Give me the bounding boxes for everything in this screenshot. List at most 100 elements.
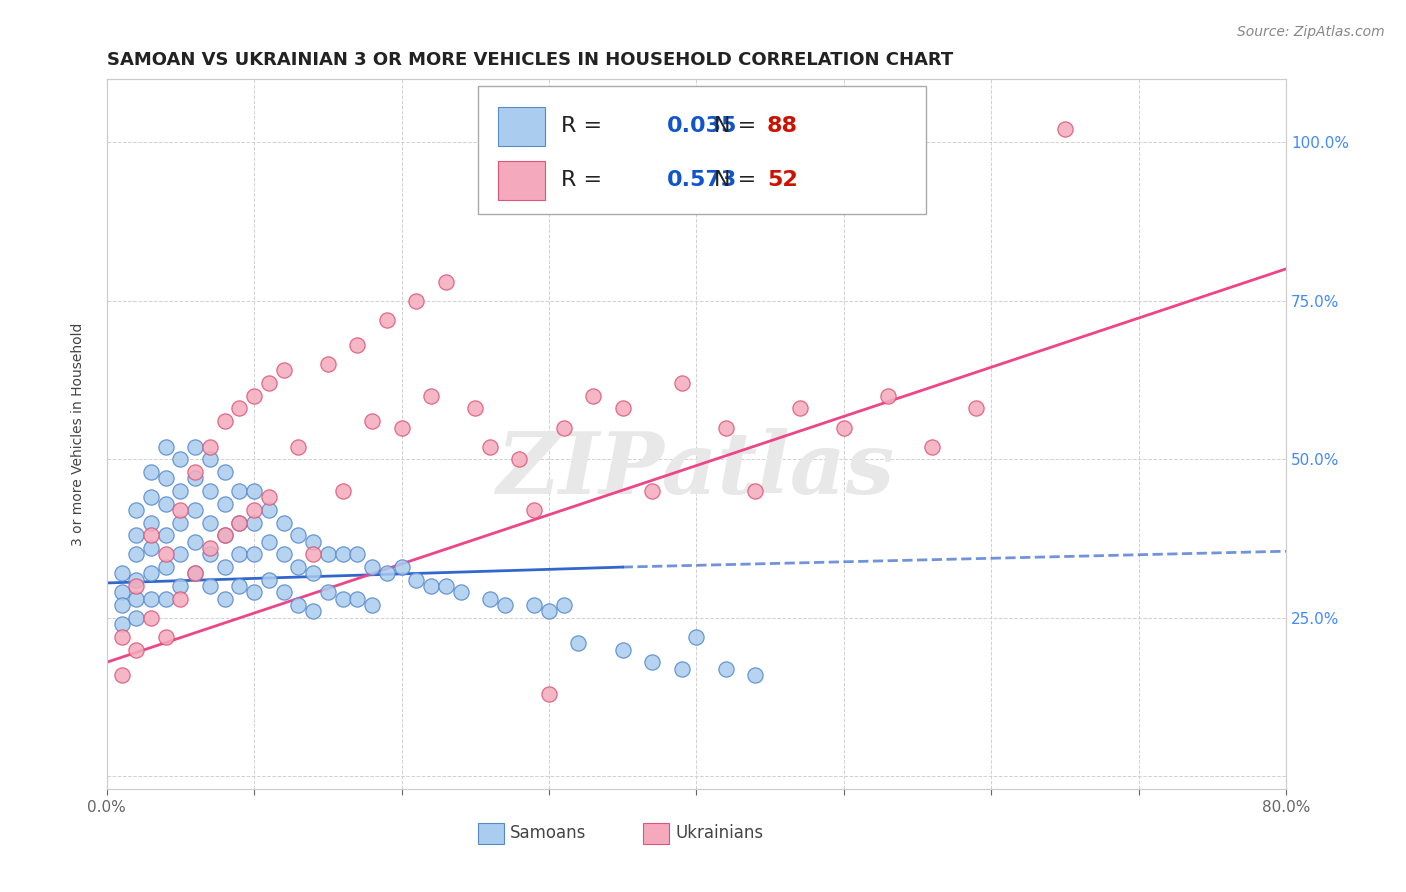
Point	[155, 440, 177, 454]
Point	[273, 516, 295, 530]
Point	[243, 389, 266, 403]
Text: Ukrainians: Ukrainians	[675, 824, 763, 842]
Text: R =: R =	[561, 116, 609, 136]
Text: 52: 52	[768, 170, 797, 190]
Point	[214, 414, 236, 428]
Point	[405, 293, 427, 308]
Point	[125, 611, 148, 625]
Point	[316, 357, 339, 371]
Point	[198, 440, 221, 454]
Point	[243, 585, 266, 599]
Point	[155, 630, 177, 644]
Point	[110, 585, 132, 599]
Point	[155, 591, 177, 606]
Point	[169, 483, 191, 498]
Point	[198, 516, 221, 530]
Point	[332, 548, 354, 562]
Point	[139, 516, 162, 530]
Point	[169, 452, 191, 467]
Point	[110, 598, 132, 612]
Point	[685, 630, 707, 644]
Text: R =: R =	[561, 170, 609, 190]
Point	[553, 420, 575, 434]
Point	[257, 503, 280, 517]
Point	[361, 414, 384, 428]
Point	[228, 579, 250, 593]
Point	[537, 605, 560, 619]
Point	[214, 465, 236, 479]
Point	[641, 483, 664, 498]
Point	[110, 630, 132, 644]
Point	[434, 579, 457, 593]
FancyBboxPatch shape	[478, 86, 927, 213]
Point	[450, 585, 472, 599]
Point	[243, 483, 266, 498]
Point	[214, 560, 236, 574]
Point	[184, 534, 207, 549]
Point	[243, 503, 266, 517]
Point	[361, 598, 384, 612]
Point	[479, 591, 502, 606]
Point	[155, 548, 177, 562]
Point	[228, 516, 250, 530]
Text: N =: N =	[714, 170, 763, 190]
Point	[257, 573, 280, 587]
Point	[567, 636, 589, 650]
Point	[169, 548, 191, 562]
Point	[420, 389, 443, 403]
Point	[228, 516, 250, 530]
FancyBboxPatch shape	[478, 822, 505, 844]
Point	[714, 662, 737, 676]
Point	[125, 528, 148, 542]
Point	[287, 560, 309, 574]
Point	[169, 503, 191, 517]
Point	[434, 275, 457, 289]
Point	[214, 497, 236, 511]
Point	[139, 566, 162, 581]
Point	[553, 598, 575, 612]
FancyBboxPatch shape	[498, 107, 546, 145]
Point	[198, 579, 221, 593]
Point	[184, 465, 207, 479]
Point	[257, 534, 280, 549]
Point	[346, 548, 368, 562]
Point	[155, 471, 177, 485]
Point	[420, 579, 443, 593]
Point	[184, 440, 207, 454]
Point	[361, 560, 384, 574]
Point	[523, 503, 546, 517]
Point	[464, 401, 486, 416]
Point	[243, 516, 266, 530]
Point	[169, 591, 191, 606]
Point	[184, 471, 207, 485]
Point	[714, 420, 737, 434]
Point	[169, 516, 191, 530]
Point	[744, 668, 766, 682]
Point	[214, 591, 236, 606]
Point	[139, 611, 162, 625]
Point	[125, 503, 148, 517]
Point	[139, 465, 162, 479]
Point	[523, 598, 546, 612]
Text: 88: 88	[768, 116, 799, 136]
Point	[316, 585, 339, 599]
Point	[671, 376, 693, 390]
Point	[110, 617, 132, 632]
Point	[273, 363, 295, 377]
FancyBboxPatch shape	[498, 161, 546, 200]
Point	[316, 548, 339, 562]
Point	[243, 548, 266, 562]
Point	[302, 566, 325, 581]
Point	[287, 528, 309, 542]
Point	[921, 440, 943, 454]
Text: ZIPatlas: ZIPatlas	[498, 427, 896, 511]
Text: Samoans: Samoans	[510, 824, 586, 842]
Point	[257, 491, 280, 505]
Point	[139, 541, 162, 555]
Point	[139, 491, 162, 505]
FancyBboxPatch shape	[644, 822, 669, 844]
Point	[228, 483, 250, 498]
Point	[965, 401, 987, 416]
Point	[125, 579, 148, 593]
Point	[612, 401, 634, 416]
